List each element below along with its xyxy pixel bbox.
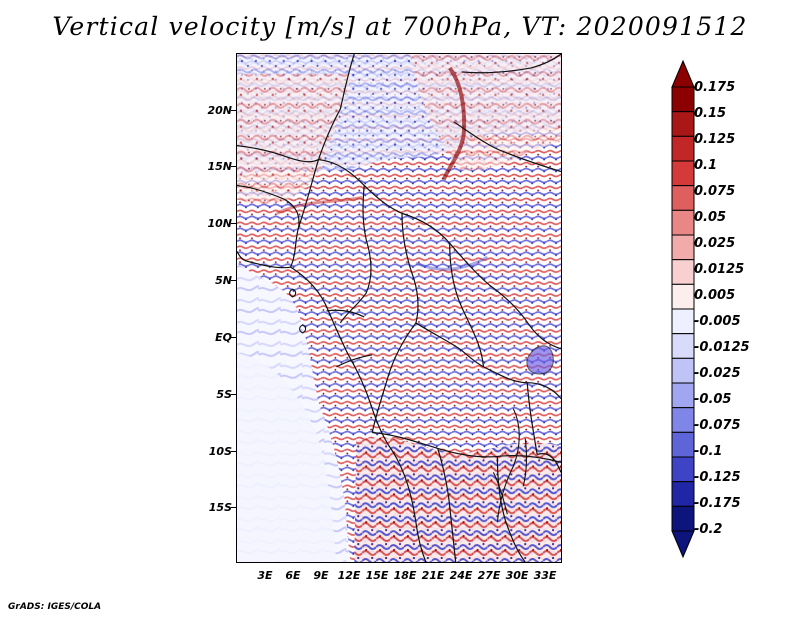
lat-label-15n: 15N — [207, 160, 232, 173]
legend-label-0005: 0.005 — [694, 288, 736, 303]
map-panel — [236, 53, 562, 563]
lat-label-5n: 5N — [215, 274, 232, 287]
lon-label-27e: 27E — [477, 569, 501, 582]
lat-label-10n: 10N — [207, 217, 232, 230]
lat-label-20n: 20N — [207, 104, 232, 117]
lon-label-18e: 18E — [393, 569, 417, 582]
colorbar-band-0125 — [671, 135, 695, 162]
lat-label-15s: 15S — [208, 501, 232, 514]
legend-label-0125: 0.125 — [694, 132, 736, 147]
colorbar-band-minus-01 — [671, 431, 695, 458]
colorbar-band-minus-00125 — [671, 333, 695, 359]
colorbar-band-minus-0125 — [671, 456, 695, 483]
lat-tick-5n — [231, 280, 236, 281]
legend-label-0025: 0.025 — [694, 236, 736, 251]
colorbar-band-0075 — [671, 185, 695, 211]
colorbar-lower-arrow — [671, 530, 695, 559]
lat-label-eq: EQ — [215, 331, 232, 344]
legend-label-005: 0.05 — [694, 210, 727, 225]
colorbar-band-minus-0025 — [671, 357, 695, 384]
colorbar-band-minus-005 — [671, 382, 695, 409]
lon-label-15e: 15E — [365, 569, 389, 582]
lon-label-12e: 12E — [337, 569, 361, 582]
legend-label-015: 0.15 — [694, 106, 727, 121]
lon-label-9e: 9E — [313, 569, 329, 582]
lon-label-33e: 33E — [533, 569, 557, 582]
legend-label-0175: 0.175 — [694, 80, 736, 95]
lon-label-6e: 6E — [285, 569, 301, 582]
lat-label-5s: 5S — [216, 388, 232, 401]
lat-tick-20n — [231, 110, 236, 111]
colorbar-band-minus-02 — [671, 505, 695, 532]
legend-label-minus-0005: -0.005 — [694, 314, 741, 329]
lon-label-21e: 21E — [421, 569, 445, 582]
colorbar-upper-arrow — [671, 59, 695, 88]
lat-tick-15s — [231, 507, 236, 508]
legend-label-minus-0175: -0.175 — [694, 496, 741, 511]
colorbar-band-minus-0075 — [671, 407, 695, 433]
legend-label-01: 0.1 — [694, 158, 718, 173]
colorbar-band-0175 — [671, 86, 695, 113]
lon-label-3e: 3E — [257, 569, 273, 582]
map-canvas — [237, 54, 561, 562]
lat-tick-15n — [231, 166, 236, 167]
colorbar-band-minus-0005 — [671, 308, 695, 335]
colorbar-band-015 — [671, 111, 695, 137]
lon-label-30e: 30E — [505, 569, 529, 582]
legend-label-minus-005: -0.05 — [694, 392, 732, 407]
figure-credit: GrADS: IGES/COLA — [8, 602, 102, 612]
legend-label-00125: 0.0125 — [694, 262, 745, 277]
colorbar-band-00125 — [671, 259, 695, 285]
colorbar-band-0025 — [671, 234, 695, 261]
colorbar-band-minus-0175 — [671, 481, 695, 507]
lat-tick-5s — [231, 394, 236, 395]
lat-tick-eq — [231, 337, 236, 338]
lat-tick-10s — [231, 451, 236, 452]
colorbar-band-005 — [671, 209, 695, 236]
legend-label-minus-01: -0.1 — [694, 444, 723, 459]
lon-label-24e: 24E — [449, 569, 473, 582]
legend-label-minus-0125: -0.125 — [694, 470, 741, 485]
lat-tick-10n — [231, 223, 236, 224]
lat-label-10s: 10S — [208, 445, 232, 458]
colorbar-band-0005 — [671, 283, 695, 310]
colorbar-band-01 — [671, 160, 695, 187]
legend-label-minus-02: -0.2 — [694, 522, 723, 537]
legend-label-minus-0025: -0.025 — [694, 366, 741, 381]
legend-label-0075: 0.075 — [694, 184, 736, 199]
figure-title: Vertical velocity [m/s] at 700hPa, VT: 2… — [52, 12, 748, 41]
colorbar — [671, 59, 695, 559]
legend-label-minus-0075: -0.075 — [694, 418, 741, 433]
legend-label-minus-00125: -0.0125 — [694, 340, 750, 355]
